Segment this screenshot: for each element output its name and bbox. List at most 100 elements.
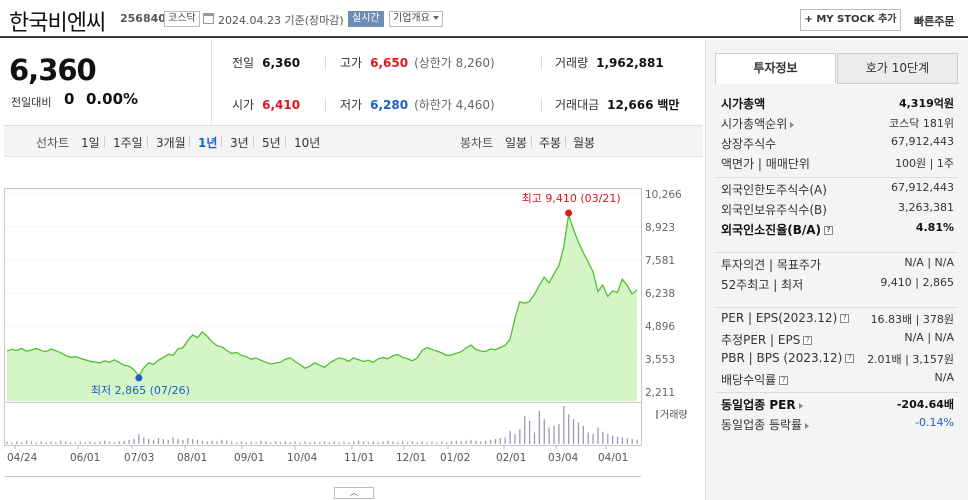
help-icon[interactable]: ?	[824, 226, 834, 235]
volume-bar	[524, 415, 526, 444]
y-tick-label: 8,923	[645, 222, 675, 234]
open-price: 시가 6,410	[232, 96, 300, 113]
volume-bar	[362, 441, 365, 444]
volume-bar	[626, 438, 628, 444]
volume-bar	[494, 439, 497, 444]
base-date: 2024.04.23 기준(장마감)	[218, 14, 344, 27]
tab-3y[interactable]: 3년	[230, 136, 249, 150]
price-box: 6,360 전일대비 0 0.00%	[0, 40, 212, 124]
y-tick-label: 4,896	[645, 321, 675, 333]
invest-row-label: 추정PER | EPS?	[721, 331, 813, 348]
volume-bar	[421, 441, 423, 444]
help-icon[interactable]: ?	[779, 376, 789, 385]
collapse-chart-button[interactable]: ︿	[334, 487, 374, 499]
invest-row-value: 67,912,443	[891, 135, 954, 148]
volume-bar	[206, 441, 208, 444]
open-label: 시가	[232, 98, 255, 112]
tab-weekly[interactable]: 주봉	[539, 136, 562, 150]
tab-orderbook-10[interactable]: 호가 10단계	[837, 53, 958, 84]
tab-daily[interactable]: 일봉	[505, 136, 528, 150]
caret-right-icon[interactable]	[805, 422, 810, 429]
quick-order-button[interactable]: 빠른주문	[914, 15, 955, 28]
tab-1w[interactable]: 1주일	[113, 136, 143, 150]
x-tick-label: 02/01	[496, 452, 526, 464]
caret-right-icon[interactable]	[798, 402, 803, 409]
invest-row: PER | EPS(2023.12)? 16.83배 | 378원	[715, 308, 958, 328]
tab-10y[interactable]: 10년	[294, 136, 321, 150]
tab-5y[interactable]: 5년	[262, 136, 281, 150]
tab-1y[interactable]: 1년	[198, 136, 218, 150]
prev-value: 6,360	[262, 56, 301, 70]
x-tick-label: 11/01	[344, 452, 374, 464]
volume-bar	[69, 442, 72, 444]
volume-legend-swatch	[656, 410, 658, 419]
x-tick-label: 04/24	[7, 452, 38, 464]
volume-bar	[577, 422, 580, 444]
volume-bar	[84, 442, 86, 444]
invest-row: 배당수익률? N/A	[715, 368, 958, 388]
volume-bar	[426, 442, 428, 444]
volume-bar	[143, 437, 145, 444]
upper-limit: (상한가 8,260)	[414, 56, 495, 70]
volume-bar	[416, 442, 418, 444]
high-label: 고가	[340, 56, 363, 70]
volume-bar	[411, 441, 414, 444]
low-label: 최저 2,865 (07/26)	[91, 384, 190, 397]
volume-bar	[133, 439, 135, 444]
chevron-down-icon	[432, 16, 439, 20]
help-icon[interactable]: ?	[845, 354, 855, 363]
tab-invest-info[interactable]: 투자정보	[715, 53, 836, 84]
volume-bar	[582, 425, 584, 444]
volume-bar	[21, 442, 23, 444]
add-mystock-button[interactable]: + MY STOCK 추가	[800, 9, 901, 31]
amount-unit: 백만	[657, 98, 680, 112]
volume-bar	[128, 439, 130, 444]
volume-bar	[255, 442, 257, 444]
amount-value: 12,666	[607, 98, 654, 112]
caret-right-icon[interactable]	[790, 121, 795, 128]
volume-bar	[406, 442, 409, 444]
help-icon[interactable]: ?	[840, 314, 850, 323]
invest-row-value: 4,319억원	[898, 97, 954, 110]
line-chart-label: 선차트	[36, 136, 70, 150]
volume-bar	[353, 441, 355, 444]
volume-bar	[401, 441, 404, 444]
invest-row-label: 외국인한도주식수(A)	[721, 183, 827, 197]
invest-row-label: 배당수익률?	[721, 371, 789, 388]
company-info-dropdown[interactable]: 기업개요	[389, 11, 443, 27]
x-tick-label: 04/01	[598, 452, 628, 464]
volume-bar	[372, 441, 374, 444]
volume-bar	[568, 414, 570, 444]
amount-label: 거래대금	[555, 98, 600, 112]
volume-bar	[152, 439, 155, 444]
volume-bar	[250, 441, 252, 444]
invest-row-label: 액면가 | 매매단위	[721, 157, 810, 171]
invest-row-label: 시가총액순위	[721, 115, 795, 132]
volume-bar	[602, 431, 604, 444]
x-tick-label: 08/01	[177, 452, 207, 464]
volume-bar	[480, 441, 482, 444]
x-tick-label: 06/01	[70, 452, 100, 464]
volume-bar	[587, 432, 589, 444]
tab-monthly[interactable]: 월봉	[573, 136, 596, 150]
volume-bar	[79, 441, 81, 444]
volume-bar	[6, 441, 8, 444]
invest-row: 시가총액순위 코스닥 181위	[715, 112, 958, 132]
realtime-button[interactable]: 실시간	[348, 11, 384, 27]
x-tick-label: 09/01	[234, 452, 264, 464]
volume-bar	[226, 440, 228, 444]
current-price: 6,360	[9, 53, 97, 87]
volume-bar	[221, 439, 223, 444]
volume-bar	[314, 441, 316, 444]
tab-1d[interactable]: 1일	[81, 136, 100, 150]
invest-row-label: 투자의견 | 목표주가	[721, 258, 821, 272]
volume-bar	[304, 441, 306, 444]
price-chart[interactable]: 10,266 8,923 7,581 6,238 4,896 3,553 2,211 최고 9…	[4, 158, 703, 490]
volume-bar	[592, 434, 594, 444]
volume-bar	[392, 441, 394, 444]
high-marker	[565, 209, 573, 217]
calendar-icon	[203, 13, 214, 24]
tab-3m[interactable]: 3개월	[156, 136, 186, 150]
help-icon[interactable]: ?	[803, 336, 813, 345]
company-info-label: 기업개요	[393, 13, 430, 24]
